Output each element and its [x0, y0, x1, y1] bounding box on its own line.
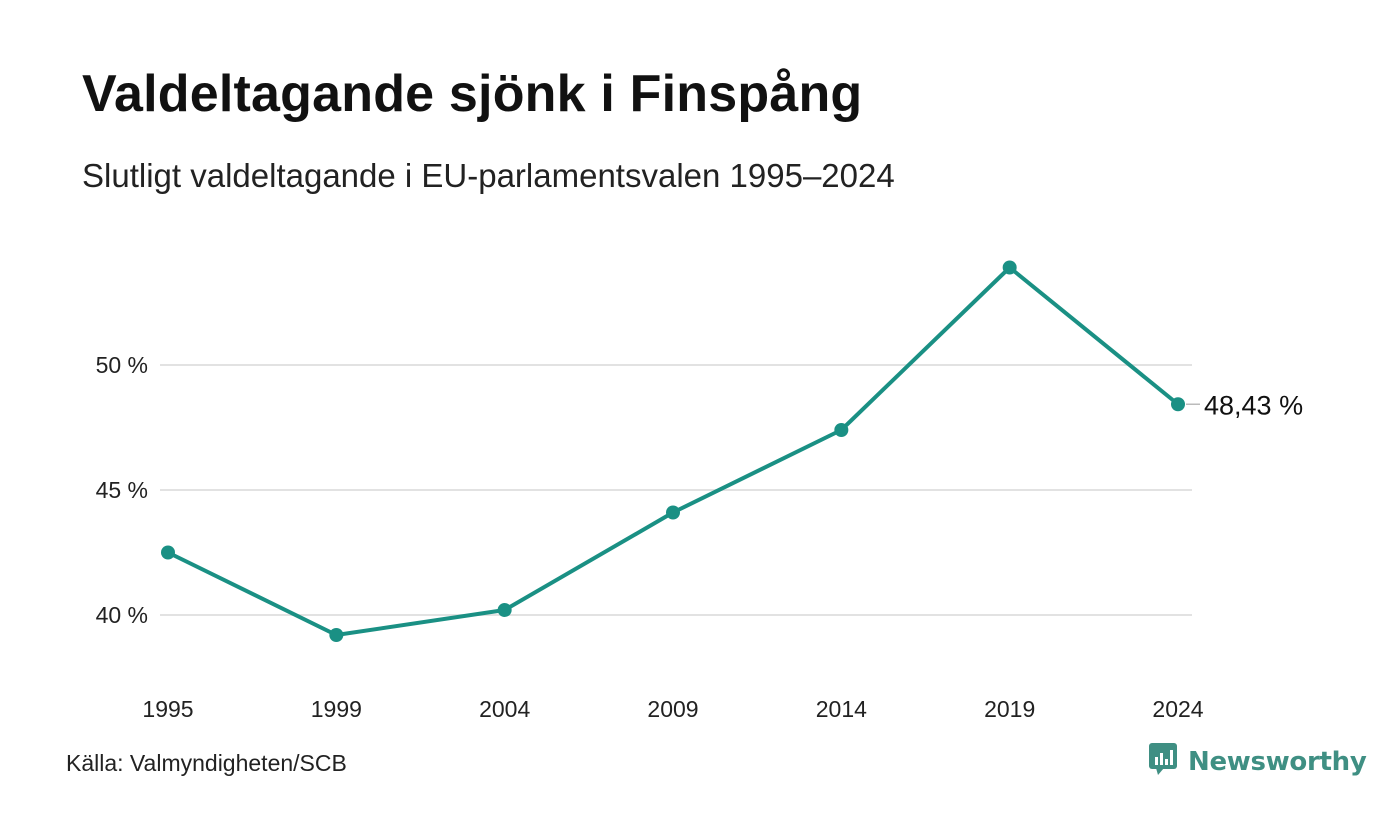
data-point — [161, 545, 175, 560]
data-point — [1171, 397, 1185, 412]
brand-name: Newsworthy — [1188, 746, 1367, 777]
y-tick-label: 45 % — [96, 477, 148, 503]
x-tick-label: 2019 — [984, 696, 1035, 722]
chart-subtitle: Slutligt valdeltagande i EU-parlamentsva… — [82, 157, 895, 194]
y-tick-label: 40 % — [96, 602, 148, 628]
brand-logo: Newsworthy — [1148, 742, 1367, 781]
x-tick-label: 1995 — [142, 696, 193, 722]
newsworthy-logo-icon — [1148, 742, 1178, 781]
x-tick-label: 2009 — [647, 696, 698, 722]
x-tick-label: 2024 — [1152, 696, 1203, 722]
data-point — [834, 423, 849, 437]
data-point — [497, 603, 512, 617]
end-value-label: 48,43 % — [1204, 390, 1303, 420]
source-note: Källa: Valmyndigheten/SCB — [66, 750, 347, 776]
y-tick-label: 50 % — [96, 352, 148, 378]
series-line — [166, 265, 1180, 637]
chart-title: Valdeltagande sjönk i Finspång — [82, 65, 863, 123]
x-tick-label: 1999 — [311, 696, 362, 722]
data-point — [666, 505, 680, 520]
x-tick-label: 2004 — [479, 696, 530, 722]
data-point — [1002, 260, 1017, 275]
x-tick-label: 2014 — [816, 696, 867, 722]
data-point — [329, 628, 344, 642]
